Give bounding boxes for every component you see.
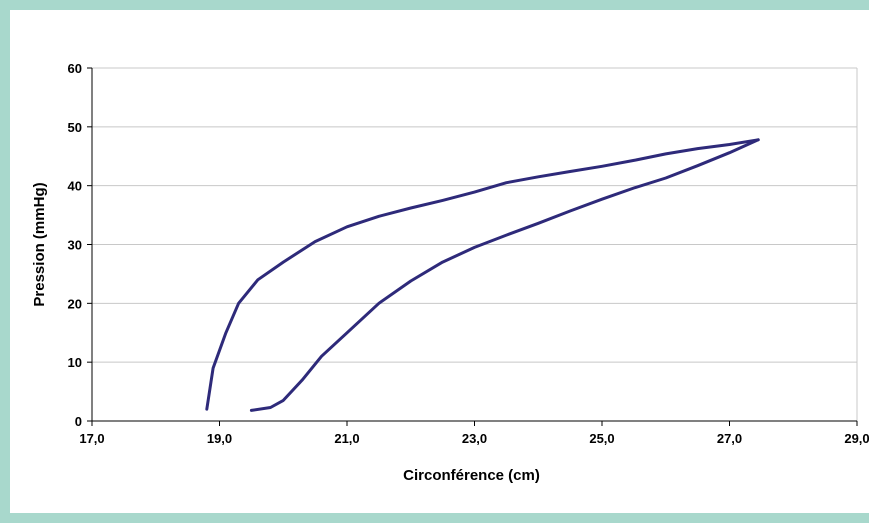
series-line-2	[249, 138, 760, 412]
y-tick-label: 10	[68, 355, 82, 370]
grid-lines	[92, 67, 857, 363]
x-tick-label: 23,0	[462, 431, 487, 446]
x-tick-label: 27,0	[717, 431, 742, 446]
y-tick-label: 20	[68, 296, 82, 311]
x-tick-labels: 17,0 19,0 21,0 23,0 25,0 27,0 29,0	[79, 431, 869, 446]
x-tick-label: 21,0	[334, 431, 359, 446]
x-axis-title: Circonférence (cm)	[403, 467, 540, 484]
x-tick-label: 17,0	[79, 431, 104, 446]
axes	[87, 67, 858, 426]
x-tick-label: 25,0	[589, 431, 614, 446]
y-tick-label: 50	[68, 120, 82, 135]
y-tick-label: 40	[68, 179, 82, 194]
y-tick-label: 0	[75, 414, 82, 429]
x-tick-label: 19,0	[207, 431, 232, 446]
y-tick-label: 30	[68, 238, 82, 253]
series-line-1	[205, 138, 760, 411]
y-axis-title: Pression (mmHg)	[31, 182, 48, 306]
x-tick-label: 29,0	[844, 431, 869, 446]
y-tick-label: 60	[68, 61, 82, 76]
series-lines	[205, 138, 760, 412]
y-tick-labels: 0 10 20 30 40 50 60	[68, 61, 82, 429]
